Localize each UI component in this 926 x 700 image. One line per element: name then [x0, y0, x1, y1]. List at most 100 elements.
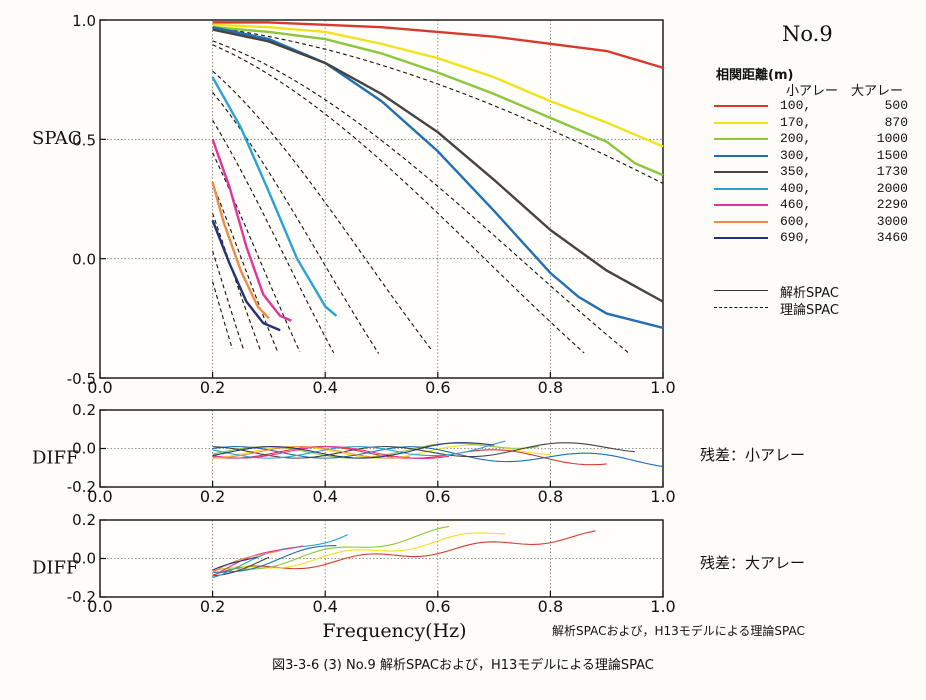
legend-header-distance: 相関距離(m)	[716, 68, 794, 83]
legend-swatch	[714, 138, 768, 140]
theoretical-spac-curve	[212, 152, 301, 353]
spac-series-line	[212, 23, 664, 148]
legend-large-array-distance: 2290	[876, 197, 908, 212]
legend-small-array-distance: 300,	[780, 147, 812, 163]
y-tick-label: 0.0	[72, 440, 96, 458]
residual-small-label: 残差：小アレー	[700, 446, 806, 464]
legend-swatch	[714, 154, 768, 157]
residual-trace	[212, 446, 664, 468]
legend-large-array-distance: 2000	[876, 180, 908, 196]
theoretical-spac-curve	[212, 26, 664, 184]
x-tick-label: 1.0	[650, 378, 675, 397]
theoretical-spac-curve	[212, 40, 630, 354]
legend-swatch	[714, 171, 768, 173]
residual-trace	[212, 545, 303, 577]
x-tick-label: 1.0	[650, 487, 675, 506]
x-tick-label: 0.4	[312, 487, 337, 506]
legend-analysis-entry: 解析SPAC	[714, 282, 914, 301]
theoretical-spac-curve	[212, 70, 433, 352]
legend-row: 690, 3460	[714, 230, 924, 245]
legend-swatch	[714, 121, 768, 124]
x-tick-label: 0.2	[200, 597, 225, 616]
spac-series-line	[211, 138, 292, 322]
legend-large-array-distance: 1000	[876, 131, 908, 146]
spac-series-line	[212, 21, 664, 69]
legend-large-array-distance: 500	[884, 98, 908, 113]
x-tick-label: 0.8	[538, 487, 563, 506]
legend-small-array-distance: 400,	[780, 180, 812, 196]
plot-area	[100, 20, 663, 378]
legend-swatch	[714, 187, 768, 190]
residual-trace	[212, 530, 596, 576]
legend-row: 400, 2000	[714, 181, 924, 196]
theoretical-spac-curve	[212, 120, 335, 354]
legend-row: 300, 1500	[714, 148, 924, 163]
legend-theory-entry: 理論SPAC	[714, 299, 914, 318]
x-tick-label: 0.0	[87, 487, 112, 506]
legend-small-array-distance: 200,	[780, 131, 812, 146]
theory-line-swatch	[714, 307, 768, 308]
y-tick-label: -0.2	[67, 588, 96, 606]
x-tick-label: 0.2	[200, 487, 225, 506]
legend-row: 100, 500	[714, 98, 924, 113]
y-tick-label: 1.0	[72, 12, 96, 30]
residual-trace	[212, 440, 506, 459]
spac-series-line	[211, 181, 270, 320]
legend-large-array-distance: 870	[884, 114, 908, 130]
x-tick-label: 0.4	[312, 378, 337, 397]
y-tick-label: -0.5	[67, 370, 96, 388]
residual-trace	[212, 556, 258, 571]
x-axis-label: Frequency(Hz)	[322, 620, 466, 642]
legend-small-array-distance: 100,	[780, 98, 812, 113]
legend-row: 200, 1000	[714, 131, 924, 146]
x-tick-label: 0.6	[425, 378, 450, 397]
x-tick-label: 0.4	[312, 597, 337, 616]
x-tick-label: 0.8	[538, 378, 563, 397]
legend-small-array-distance: 350,	[780, 164, 812, 179]
legend-large-array-distance: 3460	[876, 230, 908, 245]
legend-large-array-distance: 1500	[876, 147, 908, 163]
legend-title: No.9	[782, 22, 833, 46]
y-tick-label: 0.2	[72, 511, 96, 529]
y-axis-label: DIFF	[32, 448, 79, 469]
y-tick-label: 0.0	[72, 251, 96, 269]
y-axis-label: DIFF	[32, 558, 79, 579]
figure-note: 解析SPACおよび，H13モデルによる理論SPAC	[552, 624, 805, 638]
legend-swatch	[714, 204, 768, 206]
residual-trace	[212, 446, 450, 460]
legend-small-array-distance: 460,	[780, 197, 812, 212]
spac-series-line	[211, 220, 281, 332]
theoretical-spac-curve	[212, 281, 233, 350]
legend: No.9 相関距離(m) 小アレー 大アレー 100, 500 170, 870 200…	[690, 18, 926, 318]
y-tick-label: 0.0	[72, 550, 96, 568]
plot-frame	[99, 19, 664, 379]
legend-swatch	[714, 105, 768, 107]
legend-header-arrays: 小アレー 大アレー	[786, 84, 904, 99]
x-tick-label: 0.2	[200, 378, 225, 397]
residual-large-label: 残差：大アレー	[700, 554, 806, 572]
spac-series-line	[211, 76, 338, 317]
analysis-line-swatch	[714, 290, 768, 291]
legend-swatch	[714, 237, 768, 239]
theoretical-spac-curve	[212, 250, 245, 350]
legend-large-array-distance: 3000	[876, 213, 908, 229]
x-tick-label: 1.0	[650, 597, 675, 616]
spac-series-line	[212, 28, 664, 303]
x-tick-label: 0.0	[87, 597, 112, 616]
legend-large-array-distance: 1730	[876, 164, 908, 179]
legend-small-array-distance: 170,	[780, 114, 812, 130]
theoretical-spac-curve	[212, 213, 261, 351]
legend-analysis-label: 解析SPAC	[780, 286, 840, 301]
residual-trace	[212, 550, 281, 573]
legend-swatch	[714, 220, 768, 223]
residual-trace	[212, 532, 506, 572]
x-tick-label: 0.6	[425, 597, 450, 616]
x-tick-label: 0.0	[87, 378, 112, 397]
legend-row: 350, 1730	[714, 164, 924, 179]
y-tick-label: -0.2	[67, 478, 96, 496]
legend-row: 600, 3000	[714, 214, 924, 229]
figure-caption: 図3-3-6 (3) No.9 解析SPACおよび，H13モデルによる理論SPA…	[272, 658, 654, 673]
theoretical-spac-curve	[212, 44, 585, 354]
spac-series-line	[212, 25, 664, 177]
